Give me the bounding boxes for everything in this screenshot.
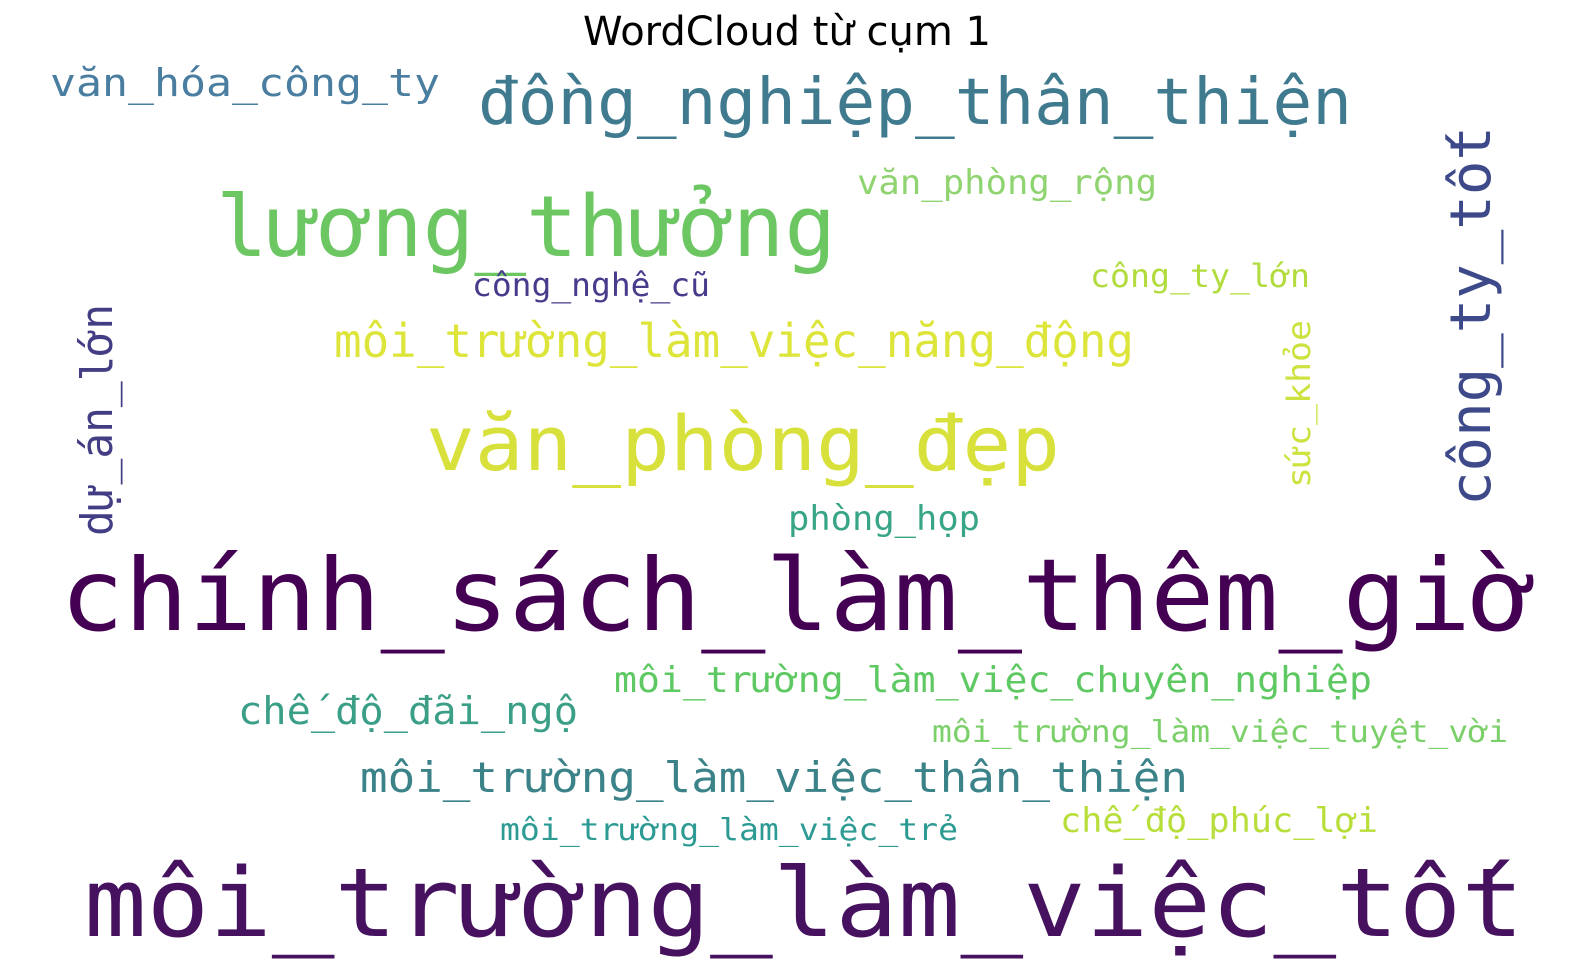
word-16: phòng_họp [788, 499, 980, 539]
word-1: chính_sách_làm_thêm_giờ [60, 537, 1535, 654]
word-12: văn_hóa_công_ty [50, 61, 440, 106]
word-9: dự_án_lớn [72, 304, 123, 536]
word-2: môi_trường_làm_việc_tốt [84, 849, 1524, 959]
word-15: chế_độ_phúc_lợi [1060, 801, 1378, 841]
word-10: môi_trường_làm_việc_chuyên_nghiệp [614, 660, 1372, 701]
word-5: đồng_nghiệp_thân_thiện [478, 66, 1352, 140]
word-3: lương_thưởng [216, 178, 836, 277]
word-14: môi_trường_làm_việc_tuyệt_vời [932, 715, 1508, 750]
word-18: công_ty_lớn [1090, 257, 1310, 295]
word-11: chế_độ_đãi_ngộ [238, 689, 578, 734]
word-4: văn_phòng_đẹp [426, 399, 1060, 488]
figure-title: WordCloud từ cụm 1 [582, 9, 991, 55]
word-8: môi_trường_làm_việc_thân_thiện [360, 753, 1188, 802]
word-17: môi_trường_làm_việc_trẻ [500, 813, 958, 848]
word-20: sức_khỏe [1280, 320, 1318, 488]
word-19: công_nghệ_cũ [472, 266, 710, 304]
word-6: công_ty_tốt [1439, 126, 1504, 506]
word-13: văn_phòng_rộng [857, 163, 1157, 203]
word-7: môi_trường_làm_việc_năng_động [334, 314, 1134, 368]
